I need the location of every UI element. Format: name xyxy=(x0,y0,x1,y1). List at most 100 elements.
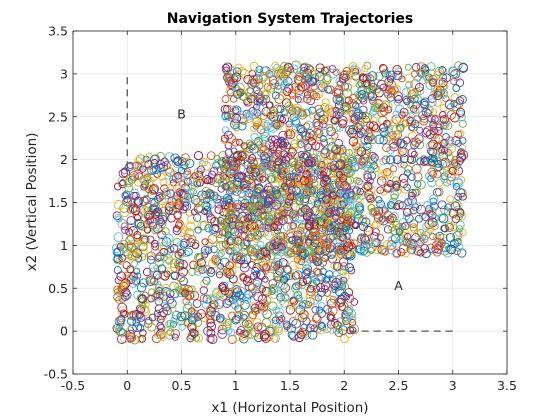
trajectory-point xyxy=(290,203,301,213)
trajectory-point xyxy=(122,196,132,207)
trajectory-point xyxy=(285,177,296,188)
trajectory-point xyxy=(338,214,346,223)
trajectory-point xyxy=(114,316,125,327)
trajectory-point xyxy=(206,328,216,338)
trajectory-point xyxy=(227,242,236,251)
trajectory-point xyxy=(242,142,252,152)
trajectory-point xyxy=(344,288,354,297)
trajectory-point xyxy=(415,82,424,92)
trajectory-point xyxy=(174,259,184,269)
trajectory-point xyxy=(121,310,129,318)
trajectory-point xyxy=(371,238,379,247)
trajectory-point xyxy=(256,125,266,135)
trajectory-point xyxy=(193,179,202,188)
trajectory-point xyxy=(178,323,186,331)
trajectory-point xyxy=(390,217,399,226)
trajectory-point xyxy=(455,229,463,237)
trajectory-point xyxy=(224,231,232,239)
trajectory-point xyxy=(289,128,297,136)
trajectory-point xyxy=(411,137,421,148)
trajectory-point xyxy=(249,251,259,261)
trajectory-point xyxy=(454,242,464,252)
trajectory-point xyxy=(269,79,279,90)
trajectory-point xyxy=(379,64,389,74)
trajectory-point xyxy=(353,192,361,200)
trajectory-point xyxy=(444,203,452,211)
trajectory-point xyxy=(186,221,196,232)
annotation-a: A xyxy=(394,278,403,293)
trajectory-point xyxy=(339,257,349,267)
trajectory-point xyxy=(201,161,211,171)
trajectory-point xyxy=(208,170,217,179)
trajectory-point xyxy=(355,91,365,101)
trajectory-point xyxy=(423,73,433,83)
trajectory-point xyxy=(404,63,412,71)
trajectory-point xyxy=(119,207,130,218)
trajectory-point xyxy=(395,228,403,236)
trajectory-point xyxy=(228,161,239,171)
trajectory-point xyxy=(215,251,224,259)
trajectory-point xyxy=(335,170,343,179)
trajectory-point xyxy=(179,178,188,188)
trajectory-point xyxy=(252,230,263,241)
trajectory-point xyxy=(267,135,276,144)
trajectory-point xyxy=(265,271,275,281)
trajectory-point xyxy=(409,219,419,229)
trajectory-point xyxy=(425,204,434,213)
trajectory-point xyxy=(364,165,374,175)
trajectory-point xyxy=(275,175,283,183)
trajectory-point xyxy=(220,134,230,143)
trajectory-point xyxy=(298,301,306,309)
trajectory-point xyxy=(163,233,174,244)
trajectory-point xyxy=(310,82,318,91)
trajectory-point xyxy=(233,177,243,187)
trajectory-point xyxy=(456,208,465,216)
trajectory-point xyxy=(151,226,159,235)
trajectory-point xyxy=(312,188,322,198)
trajectory-point xyxy=(248,74,259,85)
trajectory-point xyxy=(199,312,209,323)
trajectory-point xyxy=(353,213,364,224)
chart-title: Navigation System Trajectories xyxy=(167,11,414,27)
trajectory-point xyxy=(433,233,442,242)
trajectory-point xyxy=(113,182,122,191)
trajectory-point xyxy=(311,306,319,314)
trajectory-point xyxy=(322,195,331,204)
trajectory-point xyxy=(408,245,418,255)
trajectory-point xyxy=(348,66,358,76)
trajectory-point xyxy=(259,112,268,121)
trajectory-point xyxy=(163,165,173,175)
trajectory-point xyxy=(261,318,271,328)
trajectory-point xyxy=(289,224,299,235)
trajectory-point xyxy=(304,143,313,152)
trajectory-point xyxy=(126,242,137,253)
trajectory-point xyxy=(167,304,177,314)
trajectory-point xyxy=(231,118,241,128)
trajectory-point xyxy=(429,170,438,179)
trajectory-point xyxy=(221,322,231,332)
trajectory-point xyxy=(322,115,330,123)
trajectory-point xyxy=(231,183,240,192)
trajectory-point xyxy=(303,91,312,99)
trajectory-point xyxy=(252,248,261,258)
trajectory-point xyxy=(138,297,147,307)
trajectory-point xyxy=(285,104,294,113)
trajectory-point xyxy=(253,170,261,179)
trajectory-point xyxy=(439,111,447,119)
trajectory-point xyxy=(357,89,366,99)
trajectory-point xyxy=(138,252,147,261)
trajectory-point xyxy=(278,130,288,141)
trajectory-point xyxy=(151,242,160,251)
trajectory-point xyxy=(339,268,347,276)
trajectory-point xyxy=(160,253,168,262)
trajectory-point xyxy=(183,182,193,192)
trajectory-point xyxy=(441,73,452,83)
trajectory-point xyxy=(247,283,256,291)
trajectory-point xyxy=(233,282,242,291)
trajectory-point xyxy=(118,281,129,292)
trajectory-point xyxy=(334,138,344,148)
trajectory-point xyxy=(251,243,260,252)
trajectory-point xyxy=(451,159,459,167)
trajectory-point xyxy=(260,247,271,257)
trajectory-point xyxy=(206,334,215,343)
